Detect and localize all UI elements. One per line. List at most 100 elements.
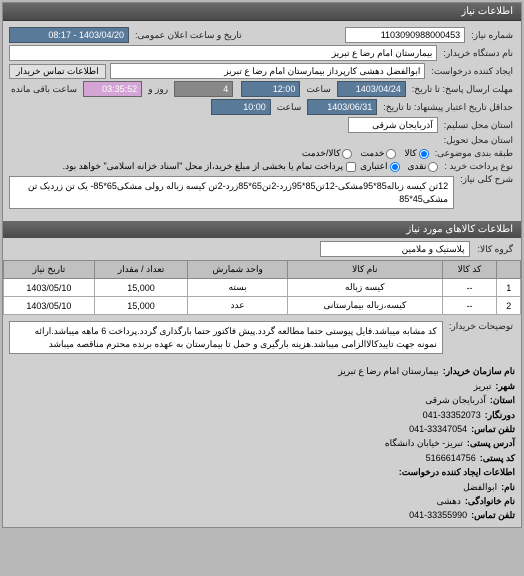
row-pay: نوع پرداخت خرید : نقدی اعتباری پرداخت تم…	[9, 161, 515, 172]
buyer-province-value: آذربایجان شرقی	[425, 393, 486, 407]
phone-label: تلفن تماس:	[471, 422, 515, 436]
name-value: ابوالفضل	[463, 480, 497, 494]
validity-date: 1403/06/31	[307, 99, 377, 115]
form-body: شماره نیاز: 1103090988000453 تاریخ و ساع…	[3, 21, 521, 217]
radio-service[interactable]: خدمت	[360, 148, 396, 159]
th-qty: تعداد / مقدار	[94, 261, 187, 279]
device-label: نام دستگاه خریدار:	[441, 48, 515, 59]
request-no-label: شماره نیاز:	[469, 30, 515, 41]
table-cell: کیسه،زباله بیمارستانی	[288, 297, 443, 315]
panel-header: اطلاعات نیاز	[3, 3, 521, 21]
remain-suffix: ساعت باقی مانده	[9, 84, 79, 95]
name-label: نام:	[501, 480, 515, 494]
radio-credit[interactable]: اعتباری	[360, 161, 399, 172]
delivery-label: استان محل تحویل:	[442, 135, 515, 146]
table-cell: --	[442, 297, 497, 315]
remain-days-label: روز و	[146, 84, 170, 95]
row-pack: طبقه بندی موضوعی: کالا خدمت کالا/خدمت	[9, 148, 515, 159]
announce-label: تاریخ و ساعت اعلان عمومی:	[133, 30, 244, 41]
radio-cash[interactable]: نقدی	[408, 161, 439, 172]
req-creator-label: اطلاعات ایجاد کننده درخواست:	[399, 465, 515, 479]
row-desc: شرح کلی نیاز: 12تن کیسه زباله85*95مشکی-1…	[9, 174, 515, 211]
lname-value: دهشی	[437, 494, 461, 508]
th-unit: واحد شمارش	[188, 261, 288, 279]
table-cell: 1403/05/10	[4, 297, 95, 315]
deadline-time: 12:00	[241, 81, 300, 97]
table-cell: 1	[497, 279, 521, 297]
table-cell: --	[442, 279, 497, 297]
row-province: استان محل تسلیم: آذربایجان شرقی	[9, 117, 515, 133]
radio-goods[interactable]: کالا	[404, 148, 428, 159]
th-idx	[497, 261, 521, 279]
deadline-date: 1403/04/24	[337, 81, 406, 97]
table-cell: 1403/05/10	[4, 279, 95, 297]
deadline-time-label: ساعت	[304, 84, 333, 95]
creator-field: ابوالفضل دهشی کارپرداز بیمارستان امام رض…	[110, 63, 426, 79]
validity-time: 10:00	[211, 99, 271, 115]
city-value: تبریز	[474, 379, 492, 393]
lname-label: نام خانوادگی:	[465, 494, 515, 508]
buyer-info: نام سازمان خریدار: بیمارستان امام رضا ع ت…	[3, 360, 521, 526]
addr-value: تبریز- خیابان دانشگاه	[385, 436, 463, 450]
table-cell: 15,000	[94, 279, 187, 297]
row-request-no: شماره نیاز: 1103090988000453 تاریخ و ساع…	[9, 27, 515, 43]
remain-time: 03:35:52	[83, 81, 142, 97]
row-device: نام دستگاه خریدار: بیمارستان امام رضا ع …	[9, 45, 515, 61]
pack-label: طبقه بندی موضوعی:	[433, 148, 515, 159]
section2-title: اطلاعات کالاهای مورد نیاز	[406, 224, 513, 235]
th-name: نام کالا	[288, 261, 443, 279]
th-code: کد کالا	[442, 261, 497, 279]
row-delivery: استان محل تحویل:	[9, 135, 515, 146]
table-row: 2--کیسه،زباله بیمارستانیعدد15,0001403/05…	[4, 297, 521, 315]
addr-label: آدرس پستی:	[467, 436, 515, 450]
notes-label: توضیحات خریدار:	[447, 321, 515, 332]
table-cell: عدد	[188, 297, 288, 315]
table-cell: کیسه زباله	[288, 279, 443, 297]
credit-checkbox[interactable]: پرداخت تمام یا بخشی از مبلغ خرید،از محل …	[63, 161, 356, 172]
pay-label: نوع پرداخت خرید :	[442, 161, 515, 172]
row-notes: توضیحات خریدار: کد مشابه میباشد.فایل پیو…	[9, 321, 515, 354]
remain-days: 4	[174, 81, 233, 97]
org-label: نام سازمان خریدار:	[443, 364, 515, 378]
pack-radio-group: کالا خدمت کالا/خدمت	[302, 148, 429, 159]
contact-value: 041-33355990	[409, 508, 467, 522]
table-cell: بسته	[188, 279, 288, 297]
notes-box: کد مشابه میباشد.فایل پیوستی حتما مطالعه …	[9, 321, 443, 354]
postal-value: 5166614756	[426, 451, 476, 465]
desc-box: 12تن کیسه زباله85*95مشکی-12تن85*95زرد-2ت…	[9, 176, 454, 209]
province-field: آذربایجان شرقی	[348, 117, 438, 133]
table-cell: 2	[497, 297, 521, 315]
validity-time-label: ساعت	[275, 102, 304, 113]
panel-title: اطلاعات نیاز	[461, 6, 513, 17]
notes-section: توضیحات خریدار: کد مشابه میباشد.فایل پیو…	[3, 315, 521, 360]
request-no-field: 1103090988000453	[345, 27, 465, 43]
section2-header: اطلاعات کالاهای مورد نیاز	[3, 221, 521, 238]
table-cell: 15,000	[94, 297, 187, 315]
org-value: بیمارستان امام رضا ع تبریز	[338, 364, 439, 378]
row-deadline: مهلت ارسال پاسخ: تا تاریخ: 1403/04/24 سا…	[9, 81, 515, 97]
fax-value: 041-33352073	[423, 408, 481, 422]
province-label: استان محل تسلیم:	[442, 120, 515, 131]
radio-both[interactable]: کالا/خدمت	[302, 148, 353, 159]
category-label: گروه کالا:	[476, 244, 515, 255]
buyer-province-label: استان:	[490, 393, 515, 407]
validity-label: حداقل تاریخ اعتبار پیشنهاد: تا تاریخ:	[381, 102, 515, 113]
items-table: کد کالا نام کالا واحد شمارش تعداد / مقدا…	[3, 260, 521, 315]
pay-radio-group: نقدی اعتباری	[360, 161, 438, 172]
table-header-row: کد کالا نام کالا واحد شمارش تعداد / مقدا…	[4, 261, 521, 279]
category-field: پلاستیک و ملامین	[320, 241, 470, 257]
fax-label: دورنگار:	[485, 408, 515, 422]
contact-button[interactable]: اطلاعات تماس خریدار	[9, 64, 106, 79]
announce-field: 1403/04/20 - 08:17	[9, 27, 129, 43]
contact-label: تلفن تماس:	[471, 508, 515, 522]
city-label: شهر:	[495, 379, 515, 393]
desc-label: شرح کلی نیاز:	[458, 174, 515, 185]
info-panel: اطلاعات نیاز شماره نیاز: 110309098800045…	[2, 2, 522, 528]
deadline-label: مهلت ارسال پاسخ: تا تاریخ:	[410, 84, 515, 95]
row-validity: حداقل تاریخ اعتبار پیشنهاد: تا تاریخ: 14…	[9, 99, 515, 115]
creator-label: ایجاد کننده درخواست:	[429, 66, 515, 77]
device-field: بیمارستان امام رضا ع تبریز	[9, 45, 437, 61]
postal-label: کد پستی:	[480, 451, 515, 465]
table-row: 1--کیسه زبالهبسته15,0001403/05/10	[4, 279, 521, 297]
phone-value: 041-33347054	[409, 422, 467, 436]
